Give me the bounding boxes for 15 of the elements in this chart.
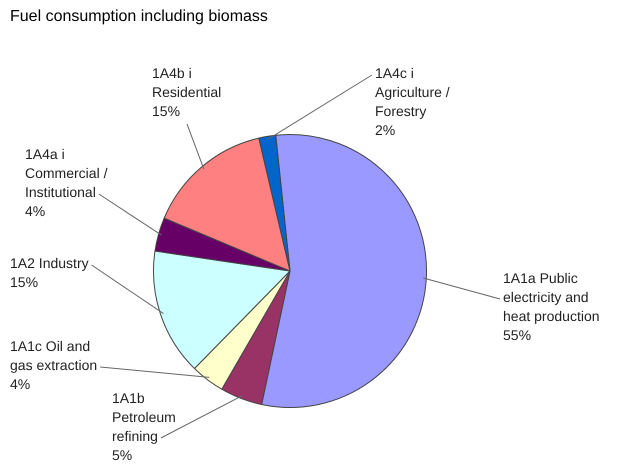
slice-label: 1A1a Public electricity and heat production xyxy=(503,270,600,324)
data-label: 15% xyxy=(10,274,38,290)
data-label: 4% xyxy=(10,376,30,392)
slice-label: 1A2 Industry xyxy=(10,254,89,271)
slice-label: 1A4b i Residential xyxy=(152,64,222,100)
slice-label: 1A4a i Commercial / Institutional xyxy=(25,146,108,200)
data-label: 4% xyxy=(25,202,46,219)
data-label: 2% xyxy=(375,122,396,138)
data-label: 5% xyxy=(112,446,132,463)
slice-label: 1A4c i Agriculture / Forestry xyxy=(375,64,450,119)
chart-title: Fuel consumption including biomass xyxy=(10,8,268,26)
slice-label: 1A1c Oil and gas extraction xyxy=(10,338,98,373)
slice-label: 1A1b Petroleum refining xyxy=(112,390,176,444)
data-label: 55% xyxy=(503,326,532,343)
data-label: 15% xyxy=(152,102,180,119)
